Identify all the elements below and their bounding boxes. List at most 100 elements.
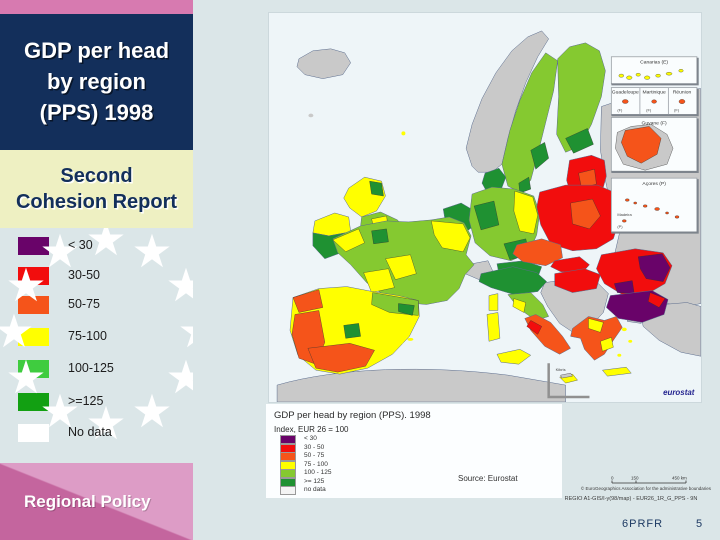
map-legend-row: no data — [280, 486, 480, 495]
eu-star-icon: ★ — [39, 228, 81, 277]
region-ireland-north — [312, 212, 351, 237]
map-legend: GDP per head by region (PPS). 1998 Index… — [266, 404, 562, 498]
region-attiki-yellow — [600, 337, 614, 352]
report-line-2: Cohesion Report — [15, 191, 178, 213]
region-germany-east — [513, 190, 538, 235]
region-finland — [556, 42, 606, 153]
inset-guadeloupe-title: Guadeloupe — [612, 90, 639, 96]
region-sweden-stockholm — [530, 142, 549, 170]
sidebar-legend: ★ ★ ★ ★ ★ ★ ★ ★ ★ ★ ★ ★ < 30 30-50 50-75… — [0, 228, 193, 463]
region-latvia-orange — [578, 168, 597, 189]
legend-swatch-30-50 — [18, 267, 49, 285]
map-scale-bar: 0 150 450 km — [610, 474, 690, 486]
region-catalonia — [398, 303, 415, 316]
region-germany-west — [473, 200, 500, 231]
region-sicily — [496, 349, 532, 365]
region-crete — [601, 366, 632, 377]
eu-star-icon: ★ — [85, 397, 127, 449]
region-poland-centre — [570, 198, 601, 230]
legend-row: < 30 — [0, 237, 193, 256]
region-aegean-island — [628, 339, 633, 343]
region-finland-south — [565, 128, 594, 154]
inset-canarias: Canarias (E) — [610, 56, 699, 86]
region-france-centre — [385, 254, 417, 280]
region-norway — [465, 30, 549, 173]
legend-row: 100-125 — [0, 360, 193, 379]
inset-martinique-country: (F) — [646, 107, 652, 112]
inset-acores-madeira: Açores (P) Madeira (P) — [610, 177, 699, 234]
region-faroe — [308, 113, 314, 118]
legend-label: >=125 — [68, 394, 104, 408]
region-balearics-2 — [407, 337, 414, 341]
map-legend-row: >= 125 — [280, 477, 480, 487]
slide-title-line-1: GDP per head — [23, 38, 170, 63]
map-legend-label: 100 - 125 — [304, 469, 332, 476]
map-copyright: © EuroGeographics Association for the ad… — [580, 486, 712, 491]
region-greece-north-yellow — [588, 318, 604, 333]
eu-star-icon: ★ — [165, 259, 193, 311]
map-source: Source: Eurostat — [458, 474, 518, 483]
slide-title-line-2: by region — [46, 69, 146, 94]
region-andalucia — [307, 343, 375, 373]
region-sardinia — [486, 312, 501, 342]
slide-title-line-3: (PPS) 1998 — [39, 100, 154, 125]
region-guyane — [621, 126, 662, 164]
legend-swatch-75-100 — [18, 328, 49, 346]
inset-guadeloupe-country: (F) — [617, 107, 623, 112]
region-north-africa — [276, 368, 566, 402]
inset-reunion-country: (F) — [674, 107, 680, 112]
regional-policy-label: Regional Policy — [24, 492, 151, 511]
map-regio-note: REGIO A1-GIS/I-y(98/map) - EUR26_1R_G_PP… — [564, 496, 698, 502]
map-legend-row: 100 - 125 — [280, 469, 480, 478]
eu-star-icon: ★ — [0, 305, 35, 357]
region-sweden-south — [518, 176, 531, 194]
inset-canarias-title: Canarias (E) — [640, 60, 668, 66]
region-iceland — [296, 48, 351, 79]
inset-martinique-title: Martinique — [643, 90, 666, 96]
europe-map: Kibris eurostat Canarias (E) — [268, 12, 702, 403]
legend-swatch-lt30 — [18, 237, 49, 255]
legend-swatch-100-125 — [18, 360, 49, 378]
europe-map-svg: Kibris eurostat Canarias (E) — [276, 30, 701, 402]
footer-code: 6PRFR — [622, 518, 664, 530]
region-shetland — [401, 131, 406, 136]
inset-acores-title: Açores (P) — [642, 181, 666, 187]
inset-guyane-title: Guyane (F) — [642, 120, 667, 126]
legend-label: 50-75 — [68, 297, 100, 311]
map-legend-row: < 30 — [280, 435, 480, 444]
slide-footer: 6PRFR 5 — [0, 515, 712, 535]
cyprus-label: Kibris — [556, 367, 566, 372]
eu-star-icon: ★ — [39, 385, 81, 437]
eu-star-icon: ★ — [5, 351, 47, 403]
slide-title-box: GDP per head by region (PPS) 1998 — [0, 14, 193, 150]
region-aegean-island — [621, 327, 627, 332]
map-legend-label: 50 - 75 — [304, 452, 325, 459]
region-madrid — [343, 323, 361, 339]
map-title: GDP per head by region (PPS). 1998 — [274, 410, 431, 421]
legend-row: 50-75 — [0, 296, 193, 315]
eurostat-logo: eurostat — [663, 388, 695, 397]
map-legend-row: 30 - 50 — [280, 443, 480, 453]
map-legend-label: no data — [304, 486, 326, 493]
inset-antilles-reunion: Guadeloupe Martinique Réunion (F) (F) (F… — [610, 87, 699, 117]
legend-row: 30-50 — [0, 267, 193, 286]
page-number: 5 — [696, 518, 703, 530]
region-corsica — [488, 293, 499, 311]
region-galicia — [292, 289, 324, 313]
inset-acores-country: (P) — [617, 224, 623, 229]
sidebar-top-accent-bar — [0, 0, 193, 14]
region-romania-east-purple — [638, 253, 671, 282]
region-bulgaria-red — [647, 292, 666, 308]
map-swatch-no-data — [280, 486, 296, 495]
eu-star-icon: ★ — [131, 385, 173, 437]
legend-label: 30-50 — [68, 268, 100, 282]
eu-star-icon: ★ — [85, 228, 127, 265]
inset-guyane: Guyane (F) — [610, 117, 699, 173]
eu-star-icon: ★ — [177, 308, 193, 354]
eu-star-icon: ★ — [131, 228, 173, 277]
map-legend-row: 75 - 100 — [280, 460, 480, 470]
region-balearics — [395, 340, 404, 345]
map-legend-row: 50 - 75 — [280, 452, 480, 461]
region-scotland-ne — [369, 180, 384, 197]
region-italy-centre-yellow — [512, 298, 526, 313]
